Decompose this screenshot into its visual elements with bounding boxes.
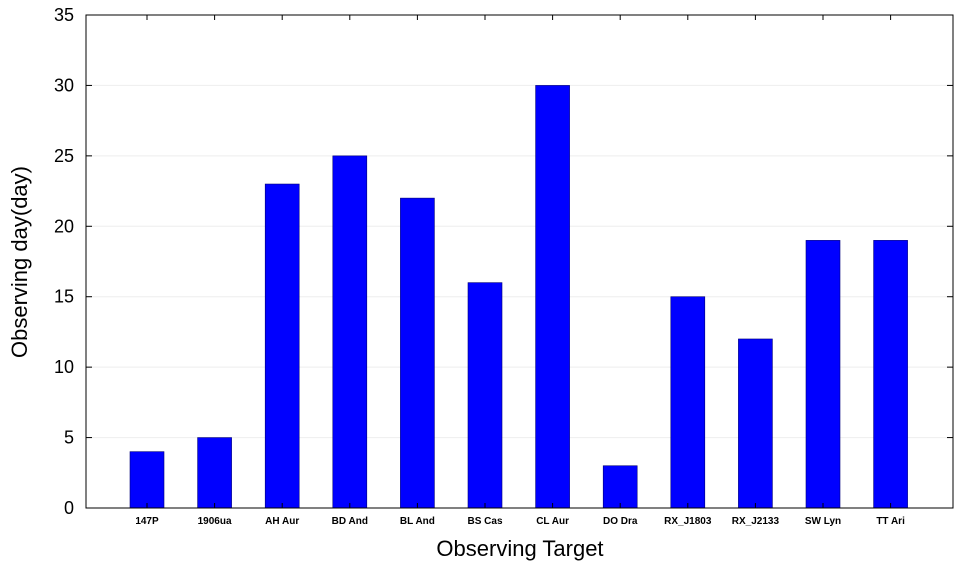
x-tick-label: BL And — [400, 516, 435, 527]
bar-bl-and — [400, 197, 435, 509]
x-tick-label: BS Cas — [467, 516, 502, 527]
bar-rx-j1803 — [670, 296, 706, 509]
x-tick-label: RX_J2133 — [732, 516, 780, 527]
x-tick-label: 1906ua — [198, 516, 232, 527]
bar-ah-aur — [264, 183, 300, 509]
bar-tt-ari — [873, 240, 908, 509]
plot-frame — [85, 14, 954, 509]
y-tick-label: 20 — [54, 216, 74, 236]
bar-bd-and — [332, 155, 368, 509]
bar-rx-j2133 — [738, 338, 773, 509]
x-tick-label: CL Aur — [536, 516, 569, 527]
y-tick-label: 25 — [54, 146, 74, 166]
y-tick-label: 5 — [64, 428, 74, 448]
x-axis-title: Observing Target — [436, 536, 603, 561]
y-axis-title: Observing day(day) — [7, 166, 32, 358]
bars — [129, 85, 908, 509]
bar-do-dra — [602, 465, 638, 509]
y-tick-label: 35 — [54, 5, 74, 25]
x-tick-label: TT Ari — [876, 516, 905, 527]
y-tick-label: 30 — [54, 75, 74, 95]
x-tick-label: AH Aur — [265, 516, 299, 527]
x-tick-label: 147P — [135, 516, 159, 527]
y-tick-label: 0 — [64, 498, 74, 518]
y-tick-label: 15 — [54, 287, 74, 307]
bar-cl-aur — [535, 85, 570, 509]
y-axis: 0 5 10 15 20 25 30 35 — [54, 5, 953, 518]
y-tick-label: 10 — [54, 357, 74, 377]
x-tick-label: BD And — [332, 516, 368, 527]
x-tick-label: RX_J1803 — [664, 516, 712, 527]
x-tick-label: SW Lyn — [805, 516, 841, 527]
bar-bs-cas — [467, 282, 503, 509]
x-axis: 147P 1906ua AH Aur BD And BL And BS Cas CL Aur… — [135, 15, 905, 527]
bar-147p — [129, 451, 165, 509]
bar-sw-lyn — [805, 240, 841, 509]
x-tick-label: DO Dra — [603, 516, 638, 527]
bar-1906ua — [197, 437, 232, 509]
